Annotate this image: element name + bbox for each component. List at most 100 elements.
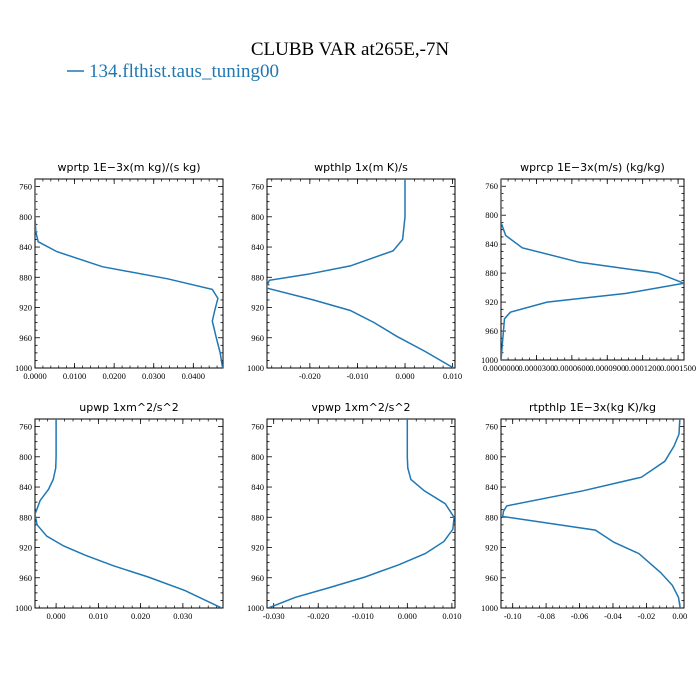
panel-3: wprcp 1E−3x(m/s) (kg/kg) 760 800 840 880 920 9…: [481, 161, 696, 373]
y-tick-label: 960: [485, 573, 498, 583]
panel-6: rtpthlp 1E−3x(kg K)/kg 760 800 840 880 920 960…: [481, 401, 687, 621]
plot-frame: [266, 178, 456, 369]
y-tick-label: 1000: [481, 603, 498, 613]
x-tick-label: 0.0000900: [589, 363, 625, 373]
x-tick-label: 0.0000000: [483, 363, 519, 373]
panel-grid: wprtp 1E−3x(m kg)/(s kg) 760 800 840 880 920 9…: [15, 161, 696, 621]
x-tick-label: 0.000: [47, 611, 66, 621]
series-line: [501, 179, 684, 360]
series-line: [35, 179, 223, 368]
x-tick-label: -0.020: [299, 371, 321, 381]
x-tick-label: 0.00: [672, 611, 687, 621]
x-tick-label: 0.030: [173, 611, 192, 621]
y-tick-label: 840: [251, 242, 264, 252]
plot-frame: [266, 418, 456, 609]
panel-1: wprtp 1E−3x(m kg)/(s kg) 760 800 840 880 920 9…: [15, 161, 224, 381]
x-tick-label: -0.010: [352, 611, 374, 621]
series-line: [267, 179, 454, 368]
y-tick-label: 840: [19, 242, 32, 252]
x-tick-label: 0.000: [395, 371, 414, 381]
x-tick-label: -0.02: [638, 611, 656, 621]
legend-label: 134.flthist.taus_tuning00: [89, 61, 279, 82]
y-tick-label: 920: [485, 543, 498, 553]
panel-5: vpwp 1xm^2/s^27608008408809209601000-0.0…: [247, 401, 461, 621]
x-tick-label: -0.08: [537, 611, 555, 621]
x-tick-label: -0.030: [263, 611, 285, 621]
x-tick-label: 0.0200: [102, 371, 125, 381]
y-tick-label: 960: [485, 326, 498, 336]
y-tick-label: 920: [251, 303, 264, 313]
x-tick-label: 0.020: [131, 611, 150, 621]
y-tick-label: 920: [19, 303, 32, 313]
y-tick-label: 1000: [481, 355, 498, 365]
x-tick-label: -0.06: [571, 611, 589, 621]
x-tick-label: -0.04: [604, 611, 622, 621]
y-tick-label: 880: [485, 512, 498, 522]
panel-title: rtpthlp 1E−3x(kg K)/kg: [529, 401, 656, 414]
y-tick-label: 880: [19, 512, 32, 522]
y-tick-label: 880: [485, 268, 498, 278]
y-tick-label: 840: [19, 482, 32, 492]
y-tick-label: 760: [251, 422, 264, 432]
y-tick-label: 800: [485, 210, 498, 220]
y-tick-label: 760: [19, 182, 32, 192]
y-tick-label: 960: [19, 573, 32, 583]
x-tick-label: 0.010: [89, 611, 108, 621]
x-tick-label: -0.020: [307, 611, 329, 621]
y-tick-label: 840: [485, 482, 498, 492]
x-tick-label: -0.10: [504, 611, 522, 621]
y-tick-label: 760: [19, 422, 32, 432]
x-tick-label: 0.010: [442, 611, 461, 621]
y-tick-label: 1000: [247, 603, 264, 613]
y-tick-label: 920: [485, 297, 498, 307]
plot-frame: [34, 418, 224, 609]
x-tick-label: 0.0001500: [660, 363, 696, 373]
x-tick-label: 0.000: [398, 611, 417, 621]
plot-frame: [500, 418, 685, 609]
y-tick-label: 760: [251, 182, 264, 192]
series-line: [501, 419, 681, 608]
panel-title: wpthlp 1x(m K)/s: [314, 161, 408, 174]
legend: 134.flthist.taus_tuning00: [67, 61, 279, 82]
y-tick-label: 800: [251, 452, 264, 462]
y-tick-label: 920: [251, 543, 264, 553]
y-tick-label: 760: [485, 422, 498, 432]
panel-title: wprtp 1E−3x(m kg)/(s kg): [58, 161, 201, 174]
panel-title: upwp 1xm^2/s^2: [79, 401, 179, 414]
y-tick-label: 880: [251, 272, 264, 282]
x-tick-label: 0.0000300: [518, 363, 554, 373]
x-tick-label: 0.0400: [182, 371, 205, 381]
y-tick-label: 1000: [247, 363, 264, 373]
plot-frame: [500, 178, 685, 361]
y-tick-label: 840: [251, 482, 264, 492]
series-line: [268, 419, 455, 608]
y-tick-label: 1000: [15, 603, 32, 613]
plot-frame: [34, 178, 224, 369]
series-line: [35, 419, 223, 608]
y-tick-label: 840: [485, 239, 498, 249]
y-tick-label: 1000: [15, 363, 32, 373]
x-tick-label: 0.0000600: [554, 363, 590, 373]
y-tick-label: 960: [251, 333, 264, 343]
y-tick-label: 760: [485, 181, 498, 191]
figure-title: CLUBB VAR at265E,-7N: [251, 39, 450, 60]
panel-title: vpwp 1xm^2/s^2: [311, 401, 410, 414]
y-tick-label: 800: [485, 452, 498, 462]
y-tick-label: 800: [19, 212, 32, 222]
y-tick-label: 920: [19, 543, 32, 553]
y-tick-label: 880: [19, 272, 32, 282]
panel-4: upwp 1xm^2/s^2 760 800 840 880 920 960 1000 0.00…: [15, 401, 224, 621]
x-tick-label: 0.010: [443, 371, 462, 381]
y-tick-label: 960: [19, 333, 32, 343]
y-tick-label: 880: [251, 512, 264, 522]
panel-title: wprcp 1E−3x(m/s) (kg/kg): [520, 161, 665, 174]
x-tick-label: 0.0100: [63, 371, 86, 381]
y-tick-label: 800: [19, 452, 32, 462]
x-tick-label: 0.0001200: [625, 363, 661, 373]
x-tick-label: -0.010: [346, 371, 368, 381]
y-tick-label: 960: [251, 573, 264, 583]
x-tick-label: 0.0000: [23, 371, 46, 381]
x-tick-label: 0.0300: [142, 371, 165, 381]
panel-2: wpthlp 1x(m K)/s 760 800 840 880 920 960 1000 -0…: [247, 161, 462, 381]
